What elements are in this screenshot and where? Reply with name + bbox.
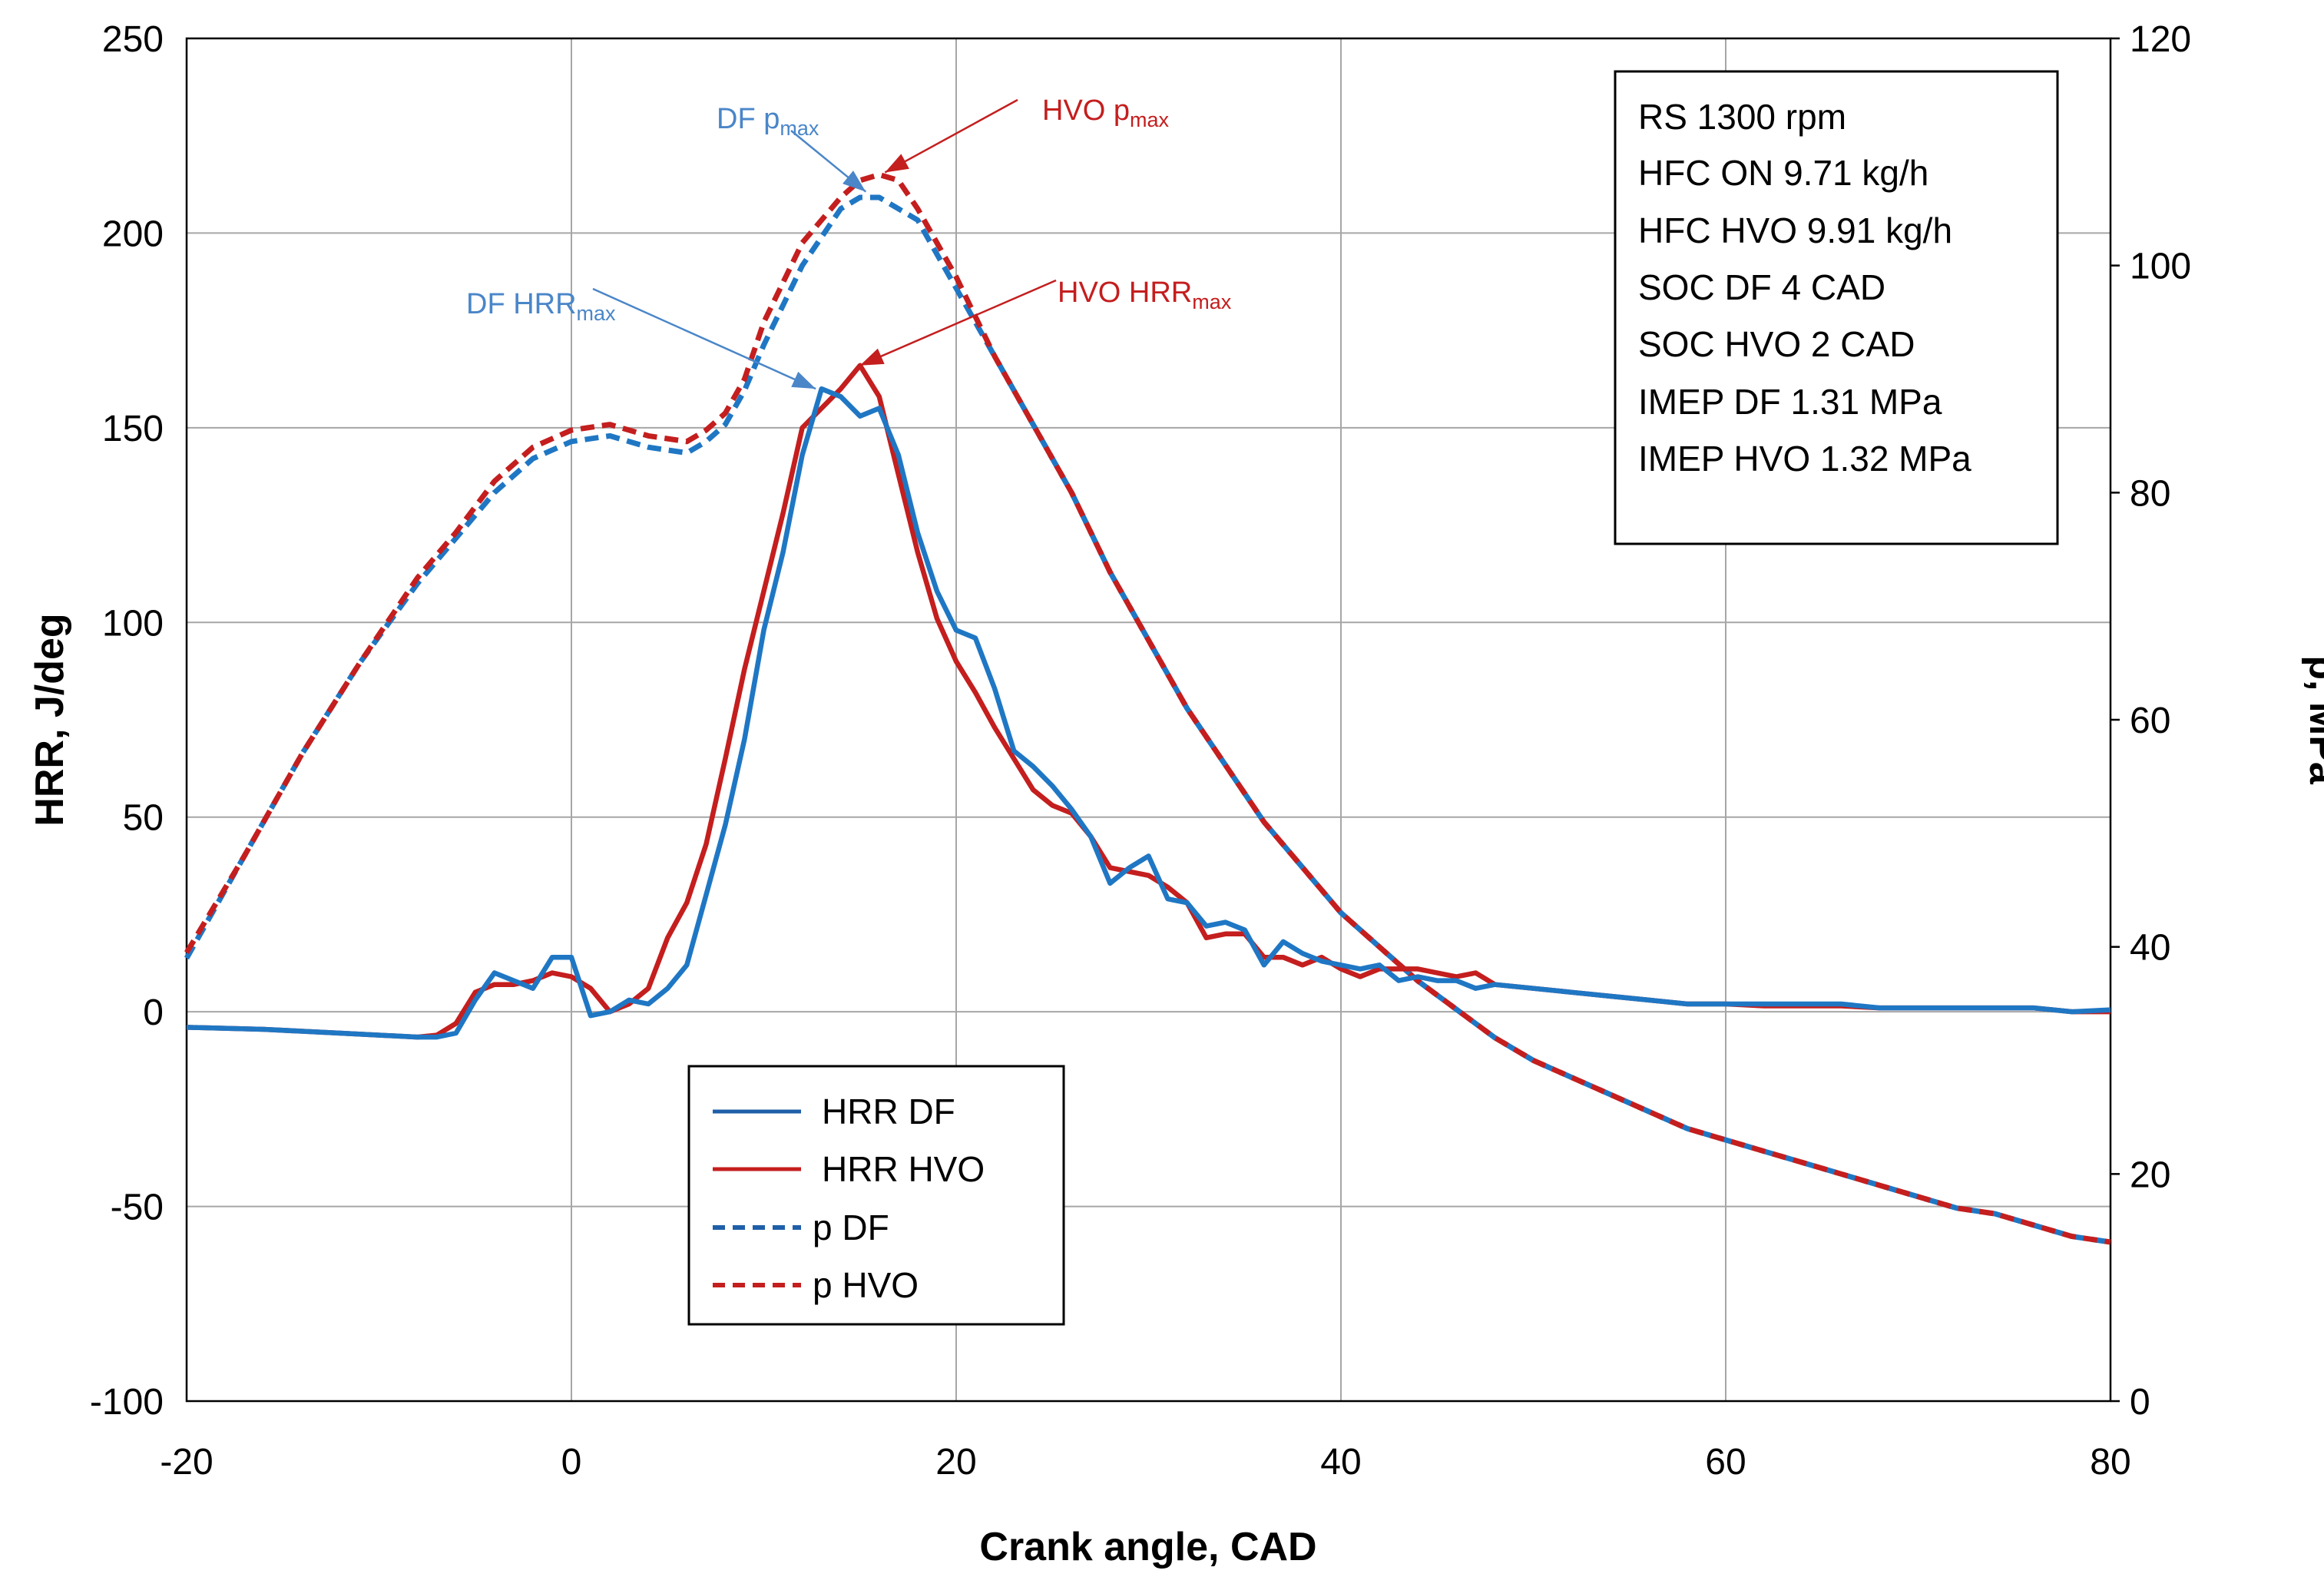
info-line: IMEP HVO 1.32 MPa: [1638, 439, 1971, 479]
x-tick-label: 40: [1320, 1442, 1361, 1483]
y-tick-label: 0: [143, 992, 164, 1033]
legend-label-p-hvo: p HVO: [813, 1265, 919, 1305]
annotation-arrow-df-hrrmax: [592, 287, 816, 390]
annotation-arrowhead-hvo-hrrmax: [859, 348, 885, 366]
x-tick-label: 0: [561, 1442, 582, 1483]
info-line: HFC ON 9.71 kg/h: [1638, 153, 1928, 193]
annotations: DF pmax HVO pmax DF HRRmax HVO HRRmax: [466, 94, 1232, 390]
y2-tick-label: 100: [2130, 247, 2191, 287]
info-box-frame: [1614, 70, 2059, 545]
annotation-label-df-hrrmax: DF HRRmax: [466, 288, 616, 325]
annotation-label-hvo-pmax: HVO pmax: [1042, 94, 1170, 131]
legend-label-hrr-hvo: HRR HVO: [822, 1149, 985, 1189]
x-axis-title: Crank angle, CAD: [979, 1525, 1316, 1569]
y2-axis-title: p, MPa: [2301, 655, 2324, 785]
info-line: SOC DF 4 CAD: [1638, 267, 1885, 307]
info-box: RS 1300 rpm HFC ON 9.71 kg/h HFC HVO 9.9…: [1614, 70, 2059, 545]
annotation-label-hvo-hrrmax: HVO HRRmax: [1058, 277, 1232, 313]
legend: HRR DF HRR HVO p DF p HVO: [687, 1065, 1065, 1326]
info-line: RS 1300 rpm: [1638, 97, 1846, 137]
y2-tick-labels: 0 20 40 60 80 100 120: [2130, 19, 2191, 1423]
x-tick-label: 20: [935, 1442, 976, 1483]
y-axis-title: HRR, J/deg: [28, 613, 72, 826]
legend-frame: [687, 1065, 1065, 1326]
y-tick-label: -100: [90, 1382, 164, 1423]
y2-tick-label: 0: [2130, 1382, 2150, 1423]
annotation-arrow-hvo-hrrmax: [859, 279, 1057, 366]
y2-tick-label: 40: [2130, 928, 2170, 969]
info-line: IMEP DF 1.31 MPa: [1638, 382, 1942, 422]
annotation-arrowhead-df-hrrmax: [791, 371, 816, 389]
legend-label-hrr-df: HRR DF: [822, 1092, 955, 1131]
info-line: SOC HVO 2 CAD: [1638, 324, 1915, 364]
annotation-arrow-hvo-pmax: [884, 98, 1018, 174]
y-tick-label: 50: [123, 798, 164, 839]
y2-tick-label: 60: [2130, 701, 2170, 741]
series-line-p-hvo: [184, 171, 2111, 1245]
x-tick-label: -20: [160, 1442, 213, 1483]
info-line: HFC HVO 9.91 kg/h: [1638, 210, 1952, 250]
y2-tick-label: 20: [2130, 1155, 2170, 1195]
x-tick-labels: -20 0 20 40 60 80: [160, 1442, 2130, 1483]
annotation-arrowhead-df-pmax: [843, 171, 866, 192]
legend-label-p-df: p DF: [813, 1208, 889, 1247]
y2-tick-label: 120: [2130, 19, 2191, 60]
x-tick-label: 60: [1705, 1442, 1746, 1483]
series-lines: [184, 171, 2111, 1245]
annotation-arrowhead-hvo-pmax: [885, 154, 909, 173]
y-tick-label: -50: [111, 1188, 164, 1228]
series-line-hrr-df: [186, 386, 2111, 1040]
y-tick-label: 150: [102, 409, 164, 449]
annotation-label-df-pmax: DF pmax: [717, 103, 819, 140]
plot-frame: [185, 37, 2112, 1403]
y-tick-label: 250: [102, 19, 164, 60]
y-tick-label: 200: [102, 214, 164, 254]
y-tick-label: 100: [102, 603, 164, 644]
x-tick-label: 80: [2090, 1442, 2130, 1483]
y2-tick-label: 80: [2130, 473, 2170, 514]
y-tick-labels: -100 -50 0 50 100 150 200 250: [90, 19, 164, 1423]
